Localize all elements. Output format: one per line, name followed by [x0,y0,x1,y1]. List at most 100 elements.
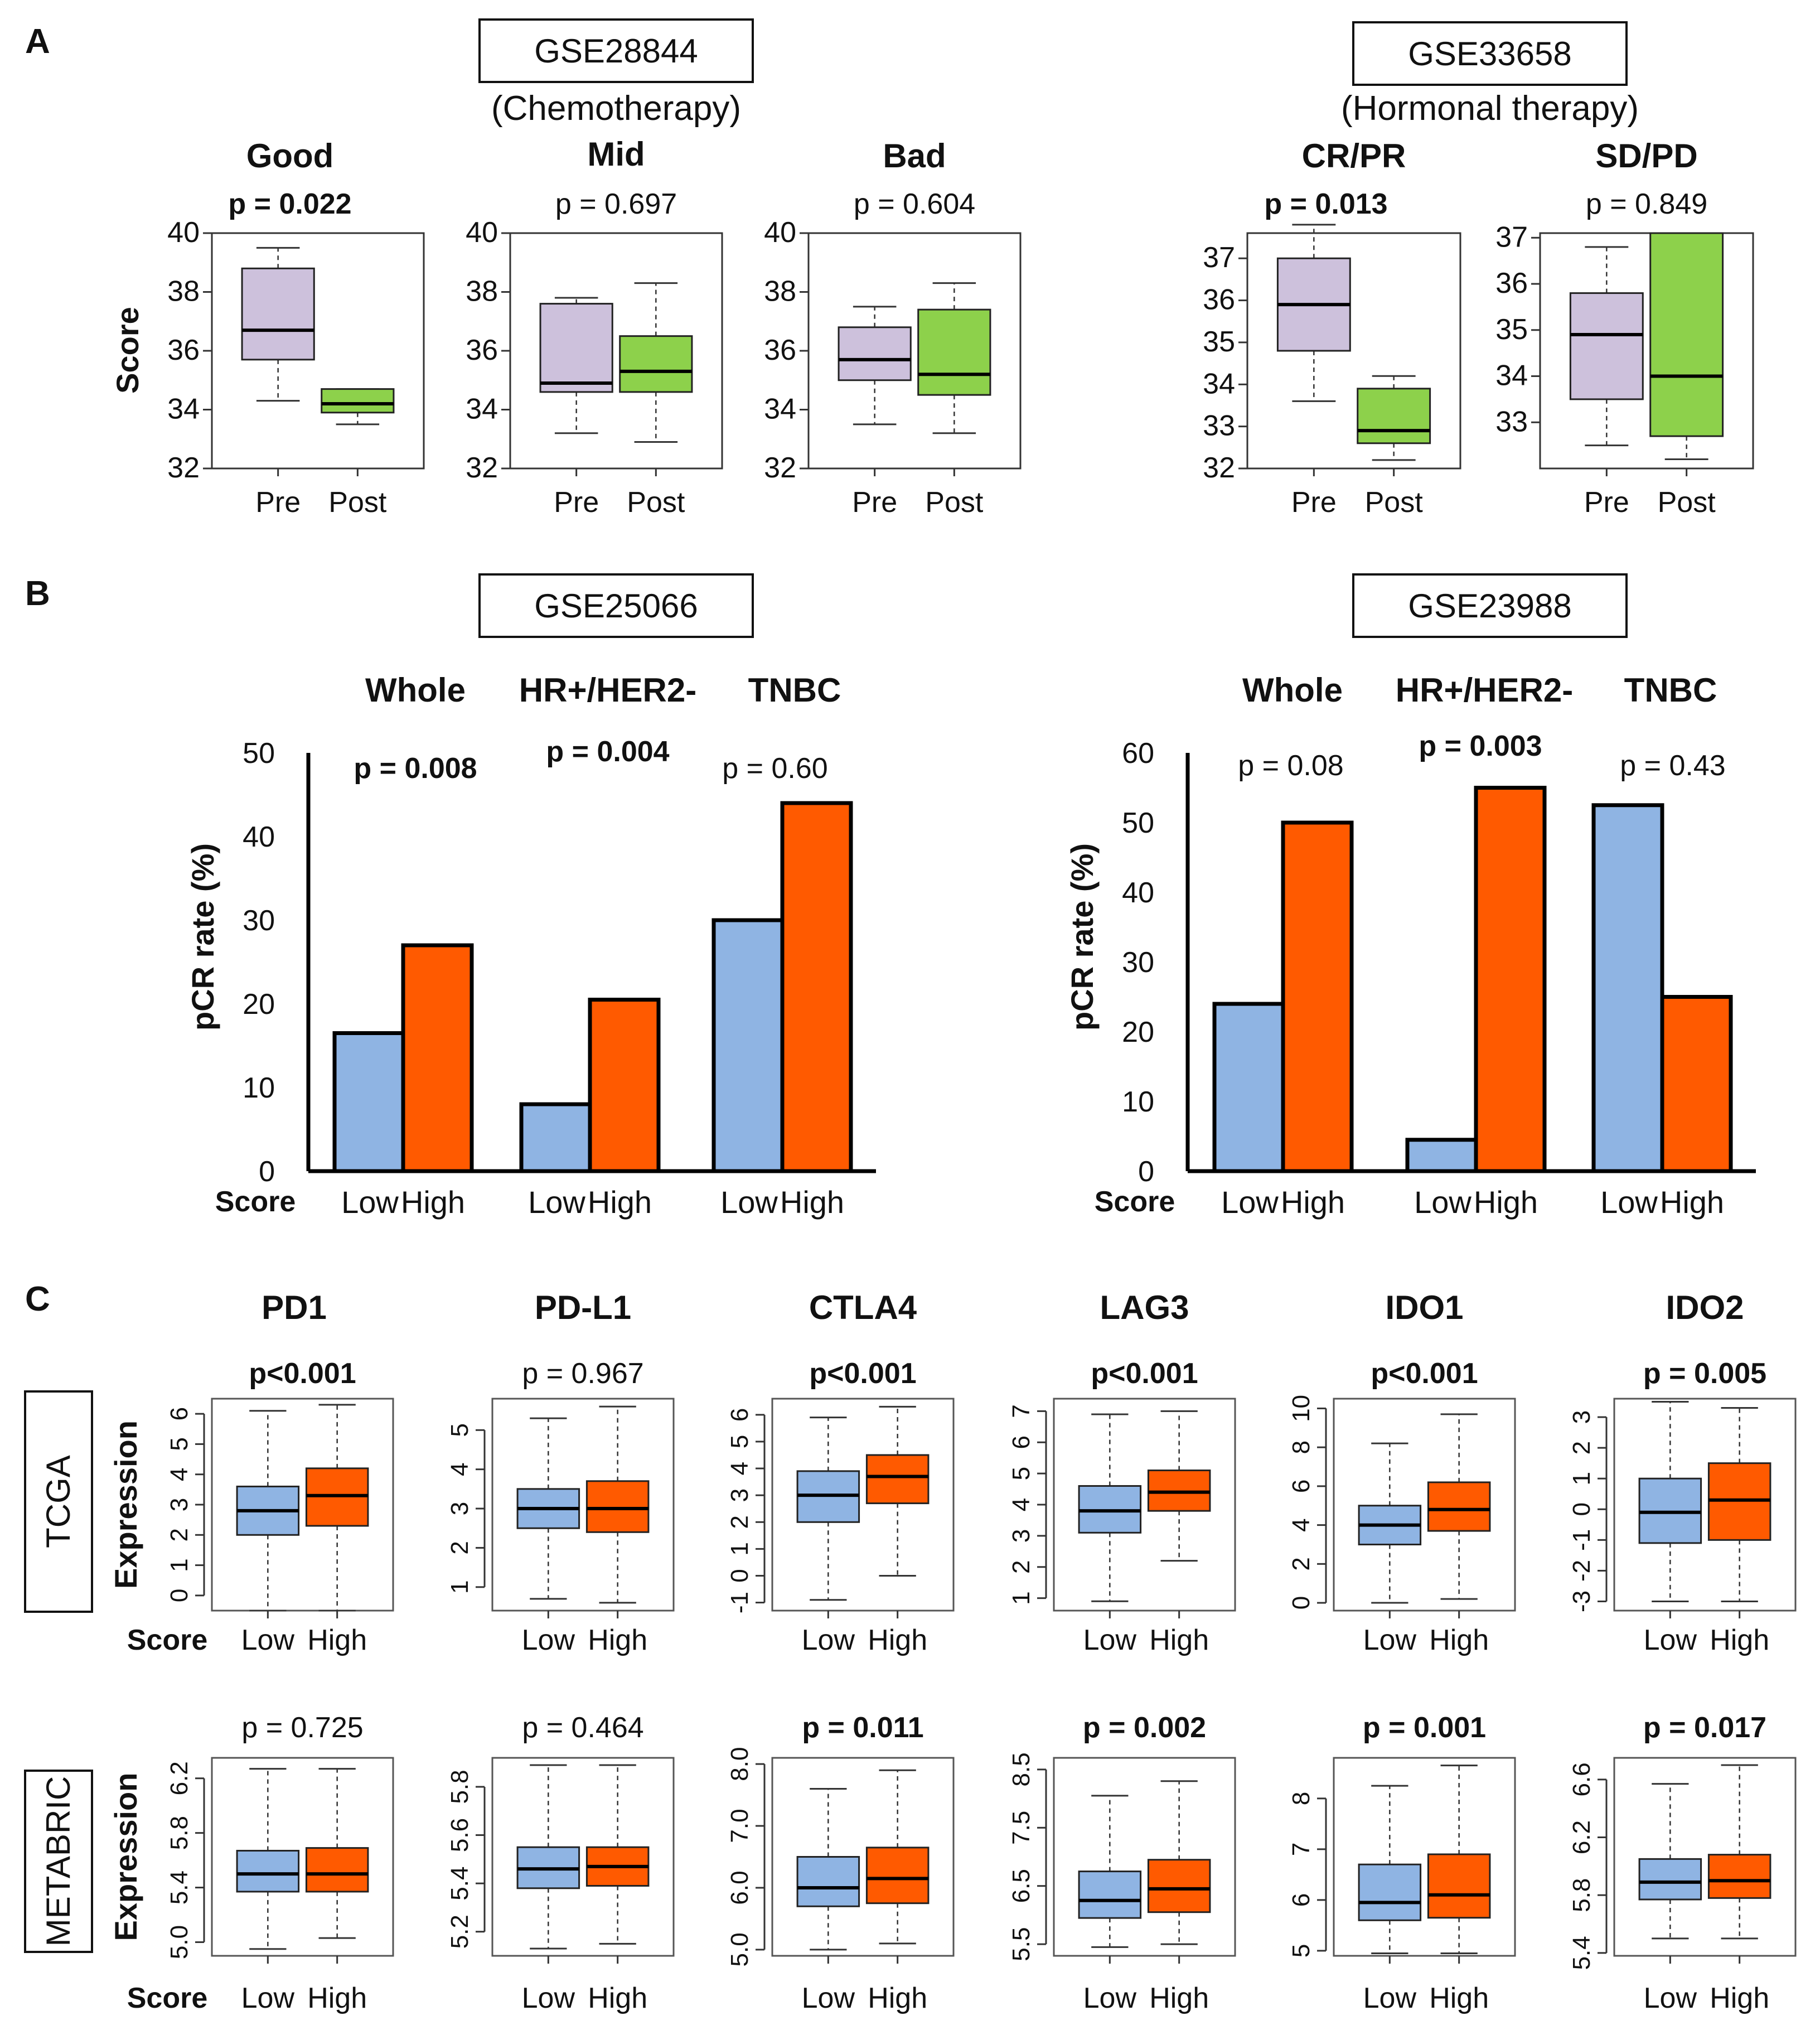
a-0-0-ytick-label: 34 [167,393,200,426]
b1-group-title-0: Whole [1242,671,1343,709]
a-0-1-pvalue: p = 0.697 [555,188,677,220]
b1-ylabel: pCR rate (%) [1064,843,1100,1031]
b0-group-title-2: TNBC [748,671,841,709]
c0-pd1-ytick-label: 6 [166,1407,193,1420]
c0-pd-l1-frame [491,1398,675,1612]
b0-bar-1-low [519,1102,592,1173]
row-box-metabric [24,1770,93,1953]
c0-ctla4-ytick-label: 4 [726,1462,753,1475]
c0-pd1-ytick-label: 1 [166,1558,193,1572]
c0-ctla4-ytick-label: 3 [726,1488,753,1502]
c1-pd-l1-ytick-label: 5.4 [446,1867,473,1901]
c0-lag3-ytick-label: 3 [1008,1529,1035,1543]
b1-group-title-2: TNBC [1624,671,1717,709]
a-0-1-ytick-label: 32 [466,452,498,484]
a-1-0-ytick-label: 37 [1203,241,1235,274]
b0-ylabel: pCR rate (%) [185,843,220,1031]
c1-pd-l1-ytick-label: 5.6 [446,1818,473,1852]
b0-score-label: Score [215,1186,296,1218]
a-0-0-ytick-label: 36 [167,334,200,366]
c0-score-label: Score [127,1624,208,1656]
c0-ctla4-ytick-label: 2 [726,1515,753,1529]
c0-pd-l1-ytick-label: 3 [446,1502,473,1515]
b1-bar-0-high [1281,820,1354,1173]
c0-ylabel: Expression [108,1420,143,1589]
c1-ido2-ytick-label: 6.2 [1568,1820,1595,1854]
a-1-1-ytick-label: 37 [1495,221,1528,253]
b0-ytick-label: 20 [243,988,275,1021]
b1-xcat-2-low: Low [1600,1185,1658,1220]
c1-ido2-ytick-label: 6.6 [1568,1762,1595,1796]
a-1-0-ytick-label: 34 [1203,368,1235,400]
a-1-0-box-post [1357,388,1431,444]
c1-pd1-pvalue: p = 0.725 [241,1712,363,1744]
dataset-label-gse23988: GSE23988 [1408,587,1572,625]
c0-lag3-frame [1053,1398,1236,1612]
c1-ido1-frame [1333,1757,1516,1957]
b1-bar-2-low [1591,803,1664,1173]
b1-bar-0-low [1212,1002,1285,1173]
a-0-0-xtick-label-post: Post [328,486,387,519]
c0-ctla4-ytick-label: 6 [726,1408,753,1422]
c1-pd1-ytick-label: 5.0 [166,1925,193,1959]
b0-bar-2-high [780,801,853,1173]
c1-pd1-frame [211,1757,394,1957]
a-0-2-box-pre [838,326,912,381]
b0-xcat-0-high: High [401,1185,465,1220]
b1-pvalue-1: p = 0.003 [1419,730,1542,762]
c0-ido2-ytick-label: 3 [1568,1410,1595,1424]
c0-lag3-ytick-label: 2 [1008,1560,1035,1574]
a-0-1-ytick-label: 38 [466,276,498,308]
c1-pd-l1-xtick-label-low: Low [522,1982,575,2014]
c0-ido2-ytick-label: -3 [1568,1591,1595,1612]
b0-bar-0-low [332,1031,405,1173]
c1-ido2-box-low [1638,1858,1702,1901]
c0-pd1-ytick-label: 3 [166,1498,193,1511]
b1-ytick-label: 60 [1122,737,1154,770]
dataset-box-gse28844 [478,18,754,83]
c1-lag3-ytick-label: 8.5 [1008,1752,1035,1786]
a-0-0-ytick-label: 38 [167,276,200,308]
b1-ytick-label: 30 [1122,946,1154,979]
c1-ido1-xtick-label-high: High [1429,1982,1489,2014]
b1-group-title-1: HR+/HER2- [1396,671,1573,709]
c0-pd-l1-xtick-label-low: Low [522,1624,575,1656]
b0-bar-1-high [588,998,661,1173]
b0-pvalue-1: p = 0.004 [546,736,669,768]
a-1-1-xtick-label-pre: Pre [1584,486,1629,519]
c1-ctla4-pvalue: p = 0.011 [802,1712,923,1744]
c1-ido1-box-high [1427,1853,1491,1919]
c1-ido1-ytick-label: 7 [1287,1843,1315,1856]
c0-pd-l1-box-high [585,1480,650,1533]
c1-score-label: Score [127,1982,208,2014]
c0-lag3-xtick-label-high: High [1149,1624,1209,1656]
c1-ctla4-box-low [796,1856,860,1907]
a-1-0-pvalue: p = 0.013 [1264,188,1387,220]
b0-ytick-label: 50 [243,737,275,770]
b0-bar-0-high [401,943,474,1173]
dataset-box-gse33658 [1352,21,1628,86]
b1-bar-1-low [1405,1138,1478,1173]
b1-xcat-0-high: High [1281,1185,1345,1220]
c1-ido1-pvalue: p = 0.001 [1363,1712,1486,1744]
c1-pd-l1-pvalue: p = 0.464 [522,1712,643,1744]
a-0-2-ytick-label: 36 [764,334,796,366]
c0-lag3-xtick-label-low: Low [1083,1624,1137,1656]
b1-bar-1-high [1474,786,1547,1173]
c0-ido1-ytick-label: 8 [1287,1441,1315,1454]
a-1-1-ytick-label: 34 [1495,360,1528,392]
a-1-1-xtick-label-post: Post [1658,486,1716,519]
b0-xcat-2-low: Low [720,1185,778,1220]
a-0-0-xtick-label-pre: Pre [255,486,301,519]
c1-pd-l1-xtick-label-high: High [588,1982,647,2014]
c1-pd1-xtick-label-low: Low [241,1982,295,2014]
a-0-1-ytick-label: 36 [466,334,498,366]
a-0-1-ytick-label: 40 [466,216,498,249]
a-0-2-title: Bad [883,137,946,175]
b1-score-label: Score [1095,1186,1175,1218]
dataset-label-gse33658: GSE33658 [1408,35,1572,72]
a-0-0-pvalue: p = 0.022 [228,188,351,220]
b1-ytick-label: 40 [1122,877,1154,909]
c0-lag3-ytick-label: 6 [1008,1436,1035,1449]
c1-ctla4-frame [771,1757,955,1957]
